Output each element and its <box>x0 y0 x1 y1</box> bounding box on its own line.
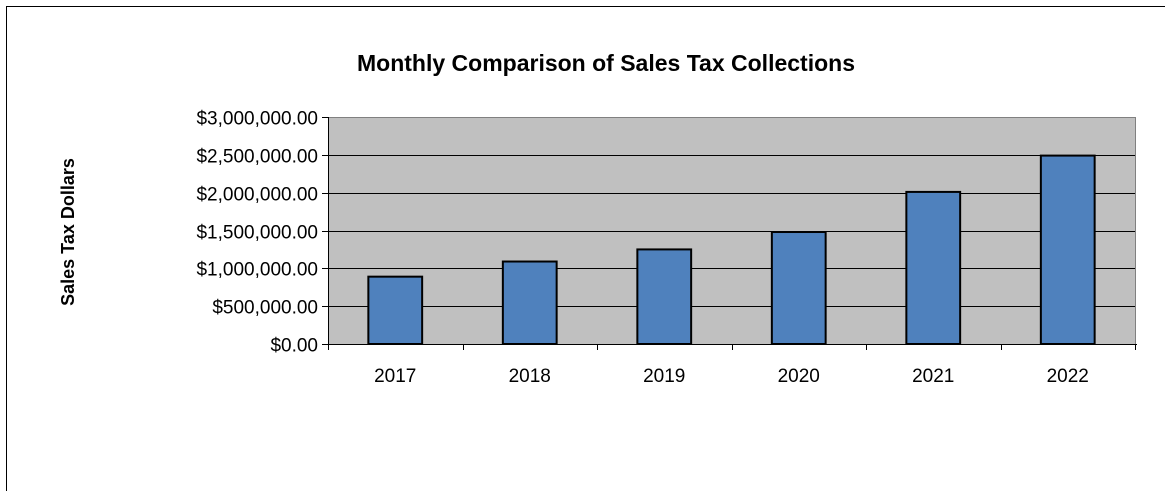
x-tick-label-2020: 2020 <box>778 366 820 387</box>
bar-2018 <box>501 260 558 346</box>
bars <box>367 154 1096 346</box>
y-tick-label: $2,000,000.00 <box>196 185 318 206</box>
x-tick-label-2022: 2022 <box>1047 366 1089 387</box>
bar-2019 <box>636 248 693 346</box>
x-tick-label-2021: 2021 <box>912 366 954 387</box>
x-tick-labels: 2017 2018 2019 2020 2021 2022 <box>374 366 1089 387</box>
y-tick-label: $500,000.00 <box>212 298 318 319</box>
x-tick-label-2018: 2018 <box>509 366 551 387</box>
y-tick-label: $3,000,000.00 <box>196 109 318 130</box>
bar-2020 <box>770 231 827 345</box>
bar-2021 <box>905 190 962 345</box>
y-tick-labels: $0.00 $500,000.00 $1,000,000.00 $1,500,000.… <box>196 109 318 357</box>
y-axis-label: Sales Tax Dollars <box>58 158 78 306</box>
y-tick-label: $1,000,000.00 <box>196 260 318 281</box>
plot-area <box>328 117 1135 344</box>
bar-2017 <box>367 275 424 346</box>
y-tick-label: $2,500,000.00 <box>196 147 318 168</box>
chart-title: Monthly Comparison of Sales Tax Collecti… <box>357 50 855 76</box>
x-tick-label-2019: 2019 <box>643 366 685 387</box>
y-tick-label: $1,500,000.00 <box>196 223 318 244</box>
x-tick-label-2017: 2017 <box>374 366 416 387</box>
bar-2022 <box>1039 154 1096 345</box>
y-tick-label: $0.00 <box>270 336 318 357</box>
axes <box>322 117 1137 350</box>
